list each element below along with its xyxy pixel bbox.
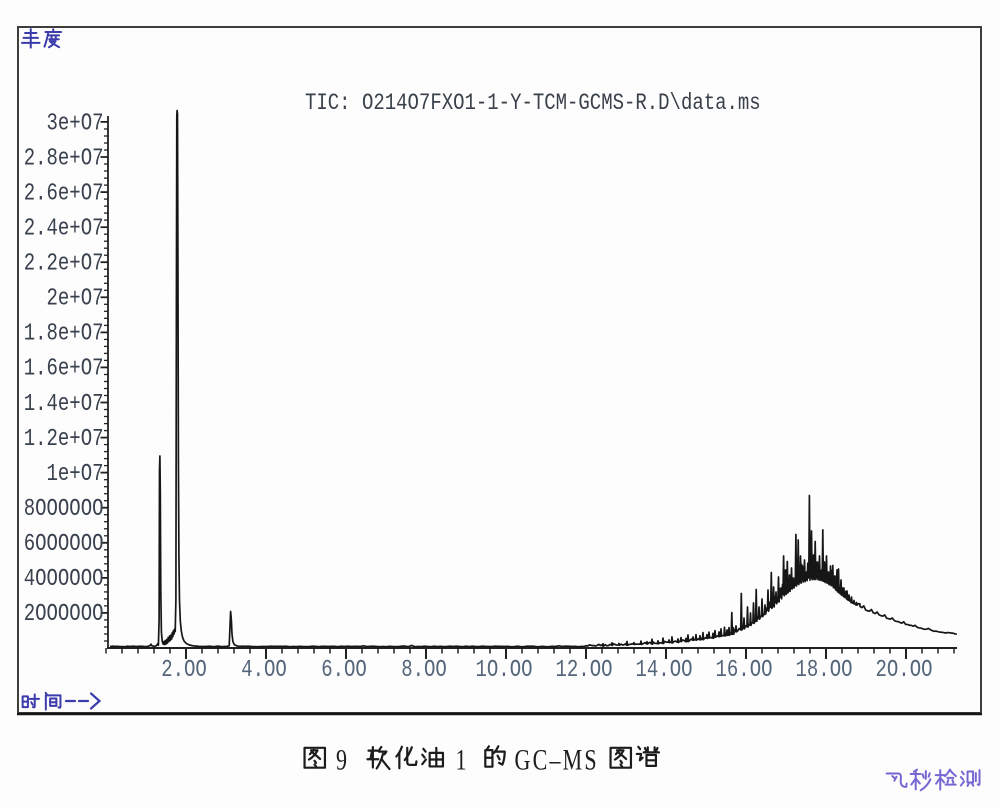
svg-text:1.4e+O7: 1.4e+O7: [24, 391, 104, 418]
svg-text:2.4e+O7: 2.4e+O7: [24, 216, 104, 243]
svg-text:1O.OO: 1O.OO: [475, 657, 532, 684]
svg-text:1e+O7: 1e+O7: [46, 461, 103, 488]
svg-text:2.6e+O7: 2.6e+O7: [24, 181, 104, 208]
svg-text:12.OO: 12.OO: [555, 657, 612, 684]
svg-text:4.OO: 4.OO: [241, 657, 287, 684]
svg-text:8OOOOOO: 8OOOOOO: [24, 496, 104, 523]
svg-text:2e+O7: 2e+O7: [46, 286, 103, 313]
svg-text:TIC: O214O7FXO1-1-Y-TCM-GCMS-R: TIC: O214O7FXO1-1-Y-TCM-GCMS-R.D\data.ms: [305, 91, 761, 116]
svg-text:3e+O7: 3e+O7: [46, 110, 103, 137]
svg-text:16.OO: 16.OO: [715, 657, 772, 684]
svg-text:14.OO: 14.OO: [635, 657, 692, 684]
svg-text:8.OO: 8.OO: [401, 657, 447, 684]
svg-text:GC–MS: GC–MS: [515, 743, 599, 776]
svg-text:2.2e+O7: 2.2e+O7: [24, 251, 104, 278]
svg-text:2OOOOOO: 2OOOOOO: [24, 601, 104, 628]
svg-text:1.6e+O7: 1.6e+O7: [24, 356, 104, 383]
svg-text:4OOOOOO: 4OOOOOO: [24, 566, 104, 593]
svg-text:6OOOOOO: 6OOOOOO: [24, 531, 104, 558]
svg-text:1: 1: [456, 743, 467, 776]
svg-text:6.OO: 6.OO: [321, 657, 367, 684]
svg-text:18.OO: 18.OO: [795, 657, 852, 684]
svg-text:2O.OO: 2O.OO: [875, 657, 932, 684]
svg-text:2.OO: 2.OO: [161, 657, 207, 684]
svg-text:2.8e+O7: 2.8e+O7: [24, 145, 104, 172]
svg-text:1.2e+O7: 1.2e+O7: [24, 426, 104, 453]
svg-text:9: 9: [336, 743, 347, 776]
svg-text:1.8e+O7: 1.8e+O7: [24, 321, 104, 348]
